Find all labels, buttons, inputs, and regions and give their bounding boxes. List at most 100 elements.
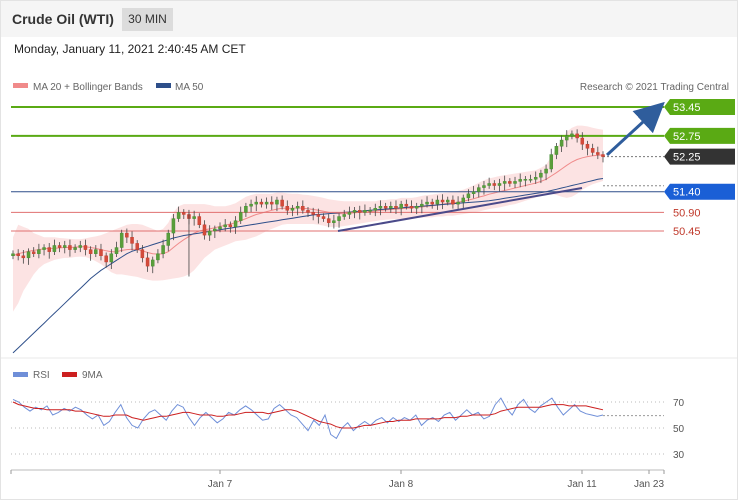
candle-body xyxy=(68,245,72,250)
candle-body xyxy=(109,253,114,263)
candle-body xyxy=(259,201,264,205)
candle xyxy=(565,130,569,148)
candle-body xyxy=(280,199,284,207)
interval-badge[interactable]: 30 MIN xyxy=(122,8,173,31)
candle xyxy=(202,220,207,240)
x-axis: Jan 7 Jan 8 Jan 11 Jan 23 xyxy=(10,470,665,490)
candle-body xyxy=(533,177,538,180)
candle-body xyxy=(238,212,243,221)
candle xyxy=(430,198,434,209)
candle xyxy=(161,239,165,259)
candle xyxy=(451,195,455,209)
candle-body xyxy=(477,187,481,192)
candle xyxy=(88,246,93,261)
candle-body xyxy=(218,226,222,230)
candle xyxy=(176,206,181,222)
candle-body xyxy=(487,183,491,186)
candle xyxy=(63,240,67,254)
candle xyxy=(368,207,372,215)
candle-body xyxy=(332,220,336,223)
candle-body xyxy=(207,230,212,236)
candle-body xyxy=(316,214,321,217)
x-tick-label: Jan 7 xyxy=(208,479,233,490)
candle-body xyxy=(466,193,471,199)
candle-body xyxy=(549,154,553,170)
rsi-tick-30: 30 xyxy=(673,450,685,461)
candle-body xyxy=(99,249,103,257)
level-label-50.45: 50.45 xyxy=(673,226,701,238)
candle xyxy=(47,242,51,259)
candle xyxy=(301,200,305,214)
candle-body xyxy=(523,179,528,181)
candle-body xyxy=(363,210,367,213)
candle xyxy=(482,180,486,195)
candle-body xyxy=(373,208,378,211)
candle xyxy=(389,201,393,213)
candle-body xyxy=(559,139,564,147)
candle xyxy=(590,143,595,156)
candle xyxy=(409,200,414,213)
candle-body xyxy=(378,205,383,209)
price-levels: 53.45 52.75 52.25 51.40 50.90 50.45 xyxy=(11,99,735,238)
candle xyxy=(539,169,543,184)
candle-body xyxy=(213,228,217,232)
candle-body xyxy=(16,253,20,257)
level-tag-53.45 xyxy=(664,99,735,115)
candle xyxy=(311,207,315,221)
candle-body xyxy=(295,205,300,209)
candle xyxy=(316,208,321,224)
candle xyxy=(275,196,279,212)
candle-body xyxy=(580,137,585,145)
candle-body xyxy=(414,205,419,209)
candle-body xyxy=(150,259,155,267)
level-tag-52.75 xyxy=(664,127,735,144)
candle xyxy=(228,221,233,233)
candle xyxy=(244,202,248,217)
candle xyxy=(477,184,481,198)
legend-swatch-ma20 xyxy=(13,83,28,88)
candle-body xyxy=(575,133,579,139)
candle xyxy=(192,210,196,226)
candle-body xyxy=(539,172,543,178)
candle xyxy=(414,202,419,215)
candle xyxy=(270,196,274,210)
candle xyxy=(21,250,26,264)
candles xyxy=(11,129,605,277)
candle-body xyxy=(37,249,41,254)
candle xyxy=(544,164,548,181)
candle xyxy=(306,207,310,217)
candle xyxy=(332,214,336,229)
candle-body xyxy=(140,249,145,259)
rsi-tick-50: 50 xyxy=(673,424,685,435)
candle-body xyxy=(368,210,372,212)
candle-body xyxy=(166,232,171,246)
candle xyxy=(295,201,300,216)
candle xyxy=(347,206,352,220)
level-label-52.25: 52.25 xyxy=(673,152,701,164)
candle xyxy=(585,140,590,156)
candle-body xyxy=(244,205,248,213)
candle xyxy=(171,214,176,241)
candle-body xyxy=(554,146,559,155)
candle-body xyxy=(601,154,605,157)
candle xyxy=(337,213,341,228)
candle xyxy=(466,189,471,202)
candle xyxy=(523,176,528,187)
candle xyxy=(16,249,20,261)
candle-body xyxy=(502,181,507,184)
copyright-text: Research © 2021 Trading Central xyxy=(580,82,729,93)
level-label-53.45: 53.45 xyxy=(673,102,701,114)
candle xyxy=(119,229,124,253)
candle xyxy=(554,142,559,160)
candle-body xyxy=(389,205,393,209)
candle-body xyxy=(518,179,522,182)
candle xyxy=(37,243,41,259)
price-plot xyxy=(12,125,604,354)
candle xyxy=(497,178,502,192)
candle xyxy=(182,209,186,220)
candle-body xyxy=(342,214,346,217)
candle-body xyxy=(156,253,160,261)
candle-body xyxy=(228,224,233,228)
candle xyxy=(394,200,398,215)
